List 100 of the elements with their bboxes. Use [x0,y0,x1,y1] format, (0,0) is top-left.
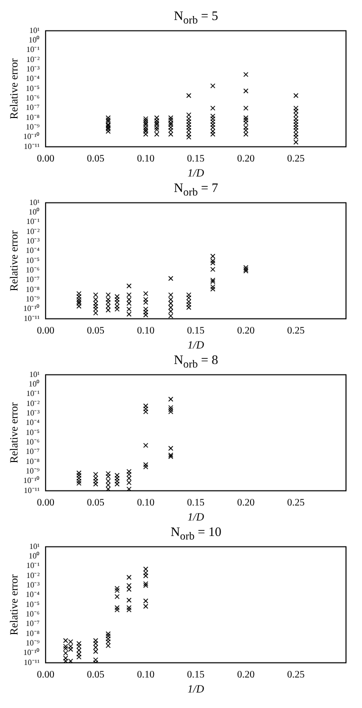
point [93,657,98,662]
point [168,300,174,306]
point [143,464,148,470]
point [126,574,132,580]
x-tick-label: 0.00 [36,497,54,508]
x-tick-label: 0.15 [187,669,205,680]
point [106,482,111,488]
x-tick-label: 0.15 [187,153,205,164]
point [114,605,120,610]
y-tick-label: 10⁻³ [26,236,40,246]
point [143,570,148,576]
y-tick-label: 10⁻³ [26,408,40,418]
chart-title: N$_{orb}$ = 8 [172,352,220,371]
y-tick-label: 10⁻⁵ [26,256,40,265]
x-tick-label: 0.10 [136,153,154,164]
y-tick-label: 10¹ [29,370,40,379]
y-tick-label: 10⁻⁹ [26,122,40,132]
x-axis-title: 1/D [188,339,204,352]
point [106,308,111,313]
point [114,607,120,612]
y-tick-label: 10⁻⁸ [26,456,40,466]
y-tick-label: 10⁻¹ [26,389,40,398]
y-tick-label: 10⁻² [26,54,40,64]
point [93,648,98,654]
y-tick-label: 10⁻⁸ [26,284,40,294]
x-tick-label: 0.00 [36,669,54,680]
x-tick-label: 0.20 [237,497,255,508]
point [93,640,98,646]
y-tick-label: 10¹ [29,542,40,551]
x-tick-label: 0.25 [287,497,305,508]
y-tick-label: 10⁻¹¹ [24,658,40,667]
x-tick-label: 0.25 [287,669,305,680]
chart-title: N$_{orb}$ = 7 [172,180,220,199]
x-tick-label: 0.00 [36,153,54,164]
y-tick-label: 10⁻⁸ [26,628,40,638]
y-tick-label: 10⁻⁸ [26,112,40,122]
point [126,472,132,477]
y-axis-title: Relative error [8,402,20,464]
point [168,396,174,402]
point [143,310,148,315]
point [126,607,132,612]
y-tick-label: 10⁻¹ [26,45,40,54]
y-tick-label: 10⁻⁶ [26,94,40,103]
y-axis-title: Relative error [8,230,20,292]
x-tick-label: 0.25 [287,153,305,164]
point [126,605,132,610]
y-tick-label: 10⁻⁶ [26,266,40,275]
y-tick-label: 10⁻⁵ [26,84,40,93]
x-tick-label: 0.20 [237,669,255,680]
x-tick-label: 0.20 [237,153,255,164]
y-tick-label: 10⁻⁹ [26,466,40,476]
y-tick-label: 10⁻¹⁰ [23,304,40,314]
point [168,405,174,410]
y-tick-label: 10⁻⁷ [26,275,40,284]
chart-title: N$_{orb}$ = 5 [172,8,220,27]
y-tick-label: 10⁻¹⁰ [23,476,40,486]
point [126,582,132,588]
y-tick-label: 10⁻⁷ [26,619,40,628]
point [76,644,82,649]
y-tick-label: 10⁻¹ [26,561,40,570]
y-tick-label: 10⁻⁴ [26,246,40,256]
x-tick-label: 0.05 [86,153,104,164]
x-axis-title: 1/D [188,167,204,180]
point [126,586,132,592]
y-tick-label: 10⁰ [28,36,40,45]
x-tick-label: 0.25 [287,325,305,336]
point [210,286,216,292]
y-axis-title: Relative error [8,574,20,636]
x-tick-label: 0.10 [136,497,154,508]
point [76,652,82,657]
point [126,283,132,288]
point [68,658,74,663]
y-tick-label: 10⁻⁴ [26,590,40,600]
y-tick-label: 10⁻⁵ [26,428,40,437]
y-tick-label: 10⁻⁹ [26,294,40,304]
x-tick-label: 0.20 [237,325,255,336]
y-tick-label: 10⁻³ [26,580,40,590]
y-tick-label: 10⁻¹¹ [24,142,40,151]
x-tick-label: 0.15 [187,325,205,336]
y-tick-label: 10⁻² [26,570,40,580]
y-tick-label: 10⁻⁷ [26,447,40,456]
point [114,586,120,591]
y-tick-label: 10¹ [29,26,40,35]
y-tick-label: 10⁻⁴ [26,74,40,84]
chart-title: N$_{orb}$ = 10 [170,524,222,543]
x-tick-label: 0.00 [36,325,54,336]
y-tick-label: 10¹ [29,198,40,207]
point [143,442,148,448]
y-axis-title: Relative error [8,58,20,120]
point [106,471,111,476]
point [143,462,148,468]
x-tick-label: 0.05 [86,325,104,336]
x-tick-label: 0.15 [187,497,205,508]
y-tick-label: 10⁻¹¹ [24,314,40,323]
x-axis-title: 1/D [188,511,204,524]
y-tick-label: 10⁻³ [26,64,40,74]
point [63,658,68,663]
y-tick-label: 10⁻² [26,226,40,236]
y-tick-label: 10⁻⁷ [26,103,40,112]
point [168,304,174,310]
